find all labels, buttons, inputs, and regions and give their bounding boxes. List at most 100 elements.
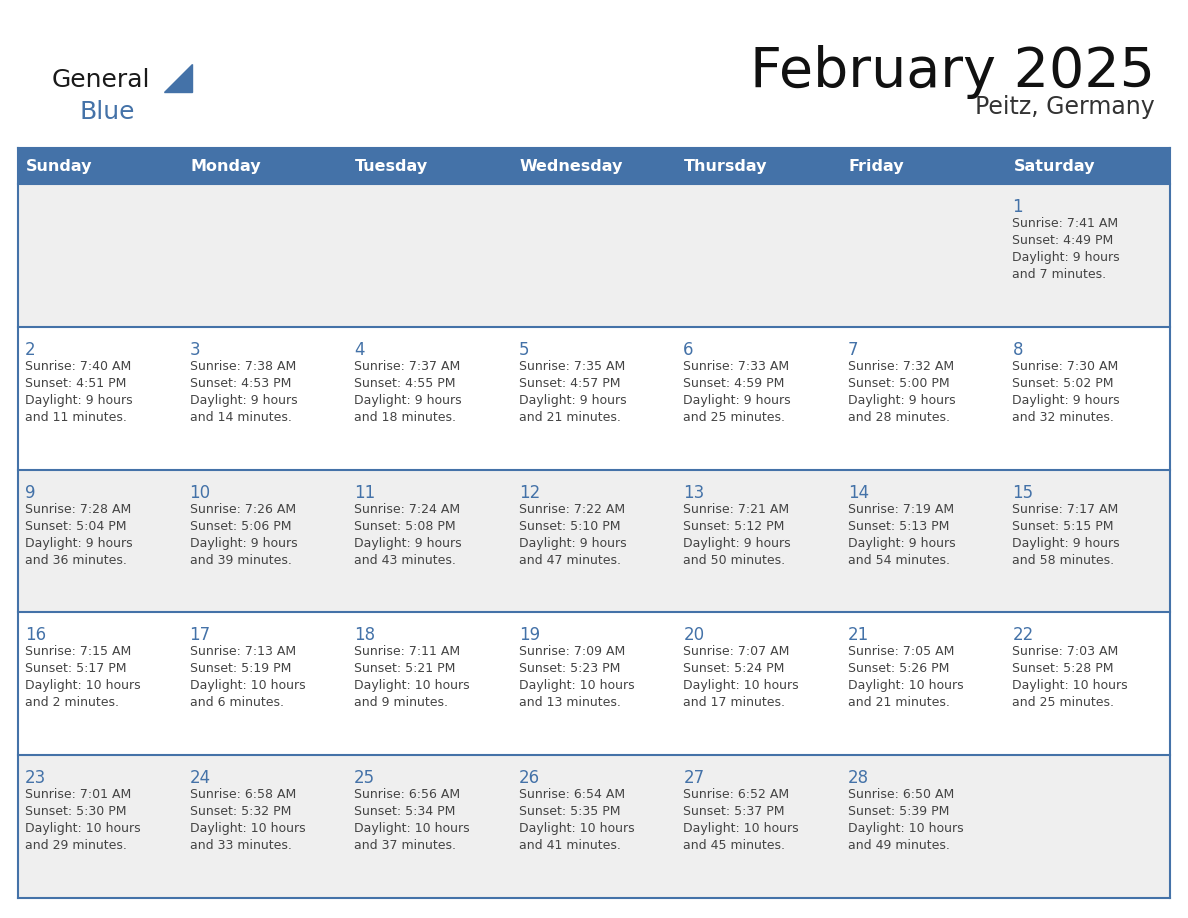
Text: 17: 17 bbox=[190, 626, 210, 644]
Text: Sunrise: 6:58 AM: Sunrise: 6:58 AM bbox=[190, 789, 296, 801]
Text: 21: 21 bbox=[848, 626, 870, 644]
Text: Daylight: 10 hours: Daylight: 10 hours bbox=[190, 823, 305, 835]
Text: General: General bbox=[52, 68, 151, 92]
Text: Sunset: 5:39 PM: Sunset: 5:39 PM bbox=[848, 805, 949, 818]
Text: Daylight: 10 hours: Daylight: 10 hours bbox=[354, 823, 469, 835]
Text: and 39 minutes.: and 39 minutes. bbox=[190, 554, 291, 566]
Text: Sunrise: 7:33 AM: Sunrise: 7:33 AM bbox=[683, 360, 789, 373]
Text: Sunset: 4:57 PM: Sunset: 4:57 PM bbox=[519, 376, 620, 390]
Text: and 32 minutes.: and 32 minutes. bbox=[1012, 410, 1114, 424]
Text: Sunrise: 7:26 AM: Sunrise: 7:26 AM bbox=[190, 502, 296, 516]
Text: Daylight: 9 hours: Daylight: 9 hours bbox=[354, 394, 462, 407]
Text: Tuesday: Tuesday bbox=[355, 159, 428, 174]
Text: Saturday: Saturday bbox=[1013, 159, 1095, 174]
Text: and 36 minutes.: and 36 minutes. bbox=[25, 554, 127, 566]
Text: Sunrise: 7:22 AM: Sunrise: 7:22 AM bbox=[519, 502, 625, 516]
Text: Daylight: 9 hours: Daylight: 9 hours bbox=[190, 394, 297, 407]
Text: Sunrise: 6:50 AM: Sunrise: 6:50 AM bbox=[848, 789, 954, 801]
Text: Sunset: 4:55 PM: Sunset: 4:55 PM bbox=[354, 376, 456, 390]
Text: Daylight: 10 hours: Daylight: 10 hours bbox=[848, 679, 963, 692]
Text: 14: 14 bbox=[848, 484, 868, 501]
Text: Daylight: 10 hours: Daylight: 10 hours bbox=[683, 823, 798, 835]
Text: Daylight: 9 hours: Daylight: 9 hours bbox=[519, 394, 626, 407]
Text: 23: 23 bbox=[25, 769, 46, 788]
Text: Sunset: 5:30 PM: Sunset: 5:30 PM bbox=[25, 805, 126, 818]
Text: and 33 minutes.: and 33 minutes. bbox=[190, 839, 291, 852]
Text: Sunrise: 7:17 AM: Sunrise: 7:17 AM bbox=[1012, 502, 1119, 516]
Text: 9: 9 bbox=[25, 484, 36, 501]
Text: 22: 22 bbox=[1012, 626, 1034, 644]
Text: 24: 24 bbox=[190, 769, 210, 788]
Text: and 21 minutes.: and 21 minutes. bbox=[519, 410, 620, 424]
Text: 13: 13 bbox=[683, 484, 704, 501]
Text: Friday: Friday bbox=[849, 159, 904, 174]
Text: 20: 20 bbox=[683, 626, 704, 644]
Text: and 41 minutes.: and 41 minutes. bbox=[519, 839, 620, 852]
Bar bbox=[18, 756, 1170, 898]
Text: and 28 minutes.: and 28 minutes. bbox=[848, 410, 950, 424]
Text: Daylight: 10 hours: Daylight: 10 hours bbox=[519, 823, 634, 835]
Text: Sunset: 5:32 PM: Sunset: 5:32 PM bbox=[190, 805, 291, 818]
Bar bbox=[18, 470, 1170, 612]
Text: Daylight: 10 hours: Daylight: 10 hours bbox=[25, 679, 140, 692]
Text: 7: 7 bbox=[848, 341, 859, 359]
Text: Sunrise: 7:21 AM: Sunrise: 7:21 AM bbox=[683, 502, 789, 516]
Text: Sunset: 4:53 PM: Sunset: 4:53 PM bbox=[190, 376, 291, 390]
Text: Sunset: 5:35 PM: Sunset: 5:35 PM bbox=[519, 805, 620, 818]
Text: Sunset: 5:04 PM: Sunset: 5:04 PM bbox=[25, 520, 126, 532]
Bar bbox=[18, 148, 1170, 184]
Text: Sunrise: 7:38 AM: Sunrise: 7:38 AM bbox=[190, 360, 296, 373]
Bar bbox=[18, 184, 1170, 327]
Text: Sunrise: 7:03 AM: Sunrise: 7:03 AM bbox=[1012, 645, 1119, 658]
Polygon shape bbox=[164, 64, 192, 92]
Text: Sunset: 5:24 PM: Sunset: 5:24 PM bbox=[683, 663, 784, 676]
Text: 18: 18 bbox=[354, 626, 375, 644]
Text: Daylight: 9 hours: Daylight: 9 hours bbox=[683, 394, 791, 407]
Text: Sunset: 5:12 PM: Sunset: 5:12 PM bbox=[683, 520, 784, 532]
Text: 27: 27 bbox=[683, 769, 704, 788]
Text: Sunrise: 6:54 AM: Sunrise: 6:54 AM bbox=[519, 789, 625, 801]
Text: Daylight: 10 hours: Daylight: 10 hours bbox=[848, 823, 963, 835]
Text: February 2025: February 2025 bbox=[750, 45, 1155, 99]
Text: and 11 minutes.: and 11 minutes. bbox=[25, 410, 127, 424]
Bar bbox=[18, 612, 1170, 756]
Text: 2: 2 bbox=[25, 341, 36, 359]
Text: Sunset: 4:49 PM: Sunset: 4:49 PM bbox=[1012, 234, 1113, 247]
Text: 5: 5 bbox=[519, 341, 529, 359]
Text: and 47 minutes.: and 47 minutes. bbox=[519, 554, 620, 566]
Text: Thursday: Thursday bbox=[684, 159, 767, 174]
Text: 8: 8 bbox=[1012, 341, 1023, 359]
Text: and 2 minutes.: and 2 minutes. bbox=[25, 697, 119, 710]
Text: Daylight: 9 hours: Daylight: 9 hours bbox=[848, 394, 955, 407]
Text: Sunrise: 7:01 AM: Sunrise: 7:01 AM bbox=[25, 789, 131, 801]
Text: Daylight: 10 hours: Daylight: 10 hours bbox=[354, 679, 469, 692]
Text: Daylight: 9 hours: Daylight: 9 hours bbox=[683, 537, 791, 550]
Text: Sunset: 5:02 PM: Sunset: 5:02 PM bbox=[1012, 376, 1114, 390]
Text: Sunrise: 7:35 AM: Sunrise: 7:35 AM bbox=[519, 360, 625, 373]
Text: Monday: Monday bbox=[190, 159, 261, 174]
Text: and 13 minutes.: and 13 minutes. bbox=[519, 697, 620, 710]
Text: and 58 minutes.: and 58 minutes. bbox=[1012, 554, 1114, 566]
Text: 28: 28 bbox=[848, 769, 868, 788]
Text: Sunset: 4:59 PM: Sunset: 4:59 PM bbox=[683, 376, 784, 390]
Text: and 7 minutes.: and 7 minutes. bbox=[1012, 268, 1106, 281]
Text: Daylight: 9 hours: Daylight: 9 hours bbox=[519, 537, 626, 550]
Text: Sunset: 5:08 PM: Sunset: 5:08 PM bbox=[354, 520, 456, 532]
Text: Daylight: 9 hours: Daylight: 9 hours bbox=[190, 537, 297, 550]
Text: 6: 6 bbox=[683, 341, 694, 359]
Text: 15: 15 bbox=[1012, 484, 1034, 501]
Text: Sunset: 5:21 PM: Sunset: 5:21 PM bbox=[354, 663, 455, 676]
Text: Sunrise: 6:52 AM: Sunrise: 6:52 AM bbox=[683, 789, 789, 801]
Text: Sunset: 4:51 PM: Sunset: 4:51 PM bbox=[25, 376, 126, 390]
Text: and 45 minutes.: and 45 minutes. bbox=[683, 839, 785, 852]
Text: Sunrise: 7:40 AM: Sunrise: 7:40 AM bbox=[25, 360, 131, 373]
Text: Daylight: 9 hours: Daylight: 9 hours bbox=[848, 537, 955, 550]
Text: Sunset: 5:34 PM: Sunset: 5:34 PM bbox=[354, 805, 455, 818]
Text: Sunset: 5:26 PM: Sunset: 5:26 PM bbox=[848, 663, 949, 676]
Text: and 17 minutes.: and 17 minutes. bbox=[683, 697, 785, 710]
Text: Sunrise: 7:24 AM: Sunrise: 7:24 AM bbox=[354, 502, 460, 516]
Text: Daylight: 10 hours: Daylight: 10 hours bbox=[25, 823, 140, 835]
Text: Sunrise: 7:28 AM: Sunrise: 7:28 AM bbox=[25, 502, 131, 516]
Text: Sunset: 5:13 PM: Sunset: 5:13 PM bbox=[848, 520, 949, 532]
Text: Sunrise: 7:19 AM: Sunrise: 7:19 AM bbox=[848, 502, 954, 516]
